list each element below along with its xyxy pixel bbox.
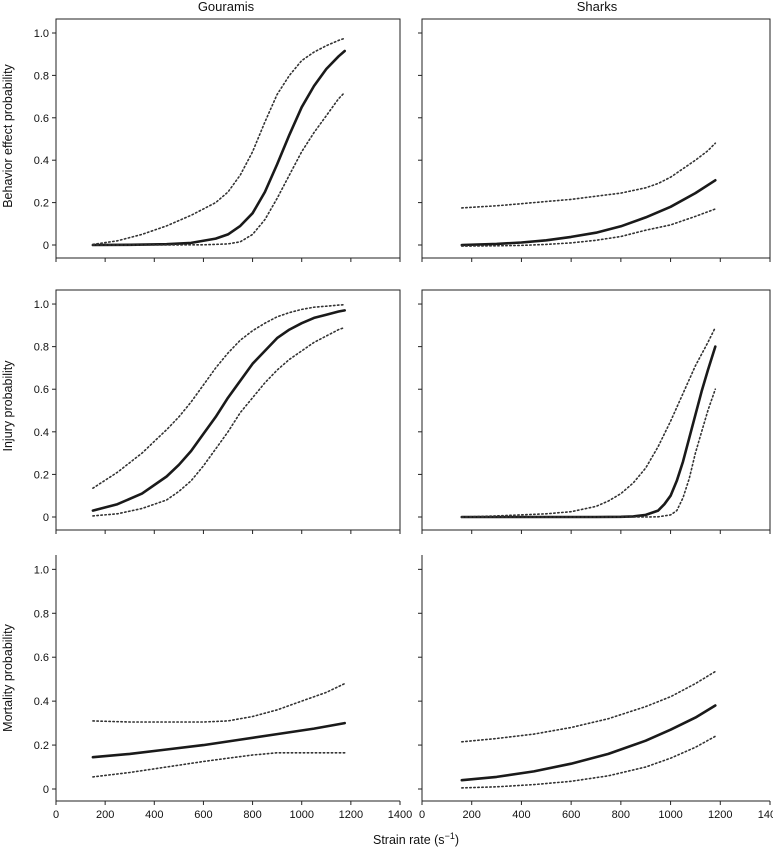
panel-sharks-injury [418, 289, 771, 534]
series-upper-line [461, 142, 717, 209]
y-tick-label: 0 [43, 784, 49, 796]
series-lower-line [461, 388, 717, 518]
y-tick-label: 0.4 [34, 427, 49, 439]
x-tick-label: 200 [96, 809, 114, 821]
panel-gouramis-injury: 0 0.2 0.4 0.6 0.8 1.0 [34, 289, 401, 534]
series-mean-line [460, 704, 717, 782]
series-lower-line [92, 752, 346, 778]
row-ylabel-mortality: Mortality probability [1, 623, 15, 731]
x-tick-label: 400 [512, 809, 530, 821]
plot-frame [421, 289, 771, 531]
y-tick-label: 0 [43, 512, 49, 524]
x-tick-label: 1000 [289, 809, 313, 821]
y-tick-label: 1.0 [34, 28, 49, 40]
plot-frame [55, 18, 401, 259]
panel-gouramis-behavior: 0 0.2 0.4 0.6 0.8 1.0 [34, 18, 401, 262]
series-mean-line [91, 309, 346, 512]
x-axis-title: Strain rate (s−1) [373, 831, 459, 847]
series-upper-line [92, 682, 346, 723]
y-tick-label: 1.0 [34, 564, 49, 576]
series-lower-line [92, 326, 346, 517]
series-mean-line [91, 721, 346, 759]
y-tick-label: 0.8 [34, 70, 49, 82]
y-tick-label: 0.8 [34, 608, 49, 620]
x-tick-label: 1000 [658, 809, 682, 821]
series-lower-line [461, 208, 717, 247]
column-title-sharks: Sharks [577, 0, 618, 14]
panel-gouramis-mortality: 0 0.2 0.4 0.6 0.8 1.0 0 200 400 600 800 1000 1200 140… [34, 555, 412, 821]
x-tick-label: 600 [194, 809, 212, 821]
x-tick-label: 1200 [339, 809, 363, 821]
series-upper-line [92, 303, 346, 489]
y-tick-label: 0.4 [34, 155, 49, 167]
column-title-gouramis: Gouramis [198, 0, 255, 14]
row-ylabel-behavior: Behavior effect probability [1, 63, 15, 207]
x-tick-label: 0 [53, 809, 59, 821]
x-tick-label: 200 [463, 809, 481, 821]
x-axis-title-suffix: ) [455, 833, 459, 847]
y-tick-label: 0.2 [34, 198, 49, 210]
y-tick-label: 0.2 [34, 469, 49, 481]
x-tick-label: 0 [419, 809, 425, 821]
series-upper-line [461, 670, 717, 743]
series-mean-line [91, 49, 346, 247]
y-tick-label: 0.6 [34, 652, 49, 664]
row-ylabel-injury: Injury probability [1, 360, 15, 452]
x-tick-label: 1200 [708, 809, 732, 821]
y-tick-label: 0.8 [34, 342, 49, 354]
series-lower-line [461, 735, 717, 789]
y-tick-label: 1.0 [34, 299, 49, 311]
plot-frame [55, 289, 401, 531]
x-tick-label: 800 [243, 809, 261, 821]
series-upper-line [461, 326, 717, 518]
series-upper-line [92, 37, 346, 246]
series-lower-line [92, 91, 346, 246]
x-tick-label: 1400 [388, 809, 412, 821]
series-mean-line [460, 179, 717, 247]
panel-sharks-behavior [418, 18, 771, 262]
y-tick-label: 0.4 [34, 696, 49, 708]
y-tick-label: 0.6 [34, 384, 49, 396]
x-tick-label: 600 [562, 809, 580, 821]
plot-frame [421, 18, 771, 259]
x-axis-title-superscript: −1 [445, 831, 455, 841]
x-tick-label: 1400 [758, 809, 773, 821]
x-axis-title-prefix: Strain rate (s [373, 833, 445, 847]
x-tick-label: 400 [145, 809, 163, 821]
y-tick-label: 0.6 [34, 113, 49, 125]
panel-sharks-mortality: 0 200 400 600 800 1000 1200 1400 [418, 555, 773, 821]
x-tick-label: 800 [612, 809, 630, 821]
series-mean-line [460, 345, 717, 519]
y-tick-label: 0.2 [34, 740, 49, 752]
y-tick-label: 0 [43, 240, 49, 252]
